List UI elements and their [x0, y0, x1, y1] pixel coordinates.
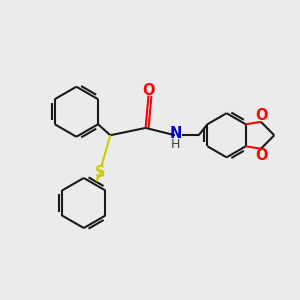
Text: N: N: [170, 126, 182, 141]
Text: O: O: [142, 83, 155, 98]
Text: O: O: [255, 108, 268, 123]
Text: O: O: [255, 148, 268, 163]
Text: H: H: [171, 138, 181, 151]
Text: S: S: [95, 165, 105, 180]
